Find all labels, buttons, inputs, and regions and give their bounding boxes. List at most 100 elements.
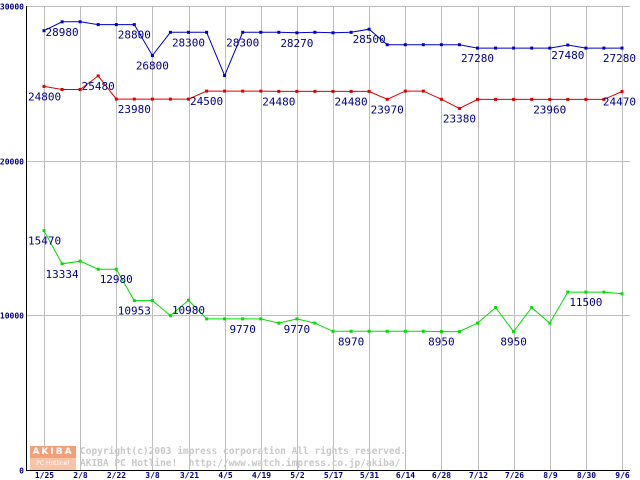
- data-point: [96, 74, 100, 78]
- data-point: [223, 74, 227, 78]
- x-tick-label: 9/6: [615, 471, 630, 480]
- data-point: [584, 290, 588, 294]
- data-label: 24500: [190, 95, 223, 108]
- y-tick-label: 0: [19, 467, 24, 476]
- data-point: [241, 317, 245, 321]
- x-tick-label: 3/21: [180, 471, 199, 480]
- data-point: [259, 30, 263, 34]
- data-point: [457, 43, 461, 47]
- x-tick-label: 8/30: [577, 471, 596, 480]
- data-point: [331, 31, 335, 35]
- x-tick-label: 5/17: [324, 471, 343, 480]
- data-label: 23970: [371, 103, 404, 116]
- data-point: [277, 30, 281, 34]
- data-point: [602, 290, 606, 294]
- data-point: [620, 46, 624, 50]
- akiba-logo: AKIBA PC Hotline!: [30, 446, 76, 470]
- x-tick-label: 2/22: [107, 471, 126, 480]
- data-point: [205, 30, 209, 34]
- data-label: 8950: [428, 336, 455, 349]
- data-label: 28980: [46, 26, 79, 39]
- data-point: [78, 20, 82, 24]
- data-point: [349, 89, 353, 93]
- data-point: [349, 329, 353, 333]
- data-label: 11500: [569, 296, 602, 309]
- data-point: [223, 89, 227, 93]
- data-point: [385, 43, 389, 47]
- data-point: [295, 31, 299, 35]
- data-label: 26800: [136, 60, 169, 73]
- data-point: [313, 30, 317, 34]
- data-point: [403, 329, 407, 333]
- data-label: 10980: [172, 304, 205, 317]
- chart-grid: [26, 6, 630, 471]
- data-label: 28300: [172, 36, 205, 49]
- x-tick-label: 6/28: [432, 471, 451, 480]
- x-tick-label: 4/5: [218, 471, 233, 480]
- data-point: [295, 317, 299, 321]
- data-point: [132, 97, 136, 101]
- data-label: 24480: [335, 95, 368, 108]
- data-point: [512, 330, 516, 334]
- data-label: 10953: [118, 305, 151, 318]
- data-label: 8950: [500, 336, 527, 349]
- data-label: 27280: [461, 52, 494, 65]
- data-point: [620, 292, 624, 296]
- data-point: [530, 306, 534, 310]
- data-label: 24800: [28, 90, 61, 103]
- data-point: [367, 89, 371, 93]
- data-point: [403, 43, 407, 47]
- y-tick-label: 10000: [0, 312, 24, 321]
- data-label: 27280: [603, 52, 636, 65]
- data-point: [584, 46, 588, 50]
- data-point: [96, 23, 100, 27]
- data-label: 28500: [353, 33, 386, 46]
- data-point: [494, 306, 498, 310]
- data-point: [421, 43, 425, 47]
- data-point: [150, 97, 154, 101]
- data-point: [96, 267, 100, 271]
- x-tick-label: 7/12: [469, 471, 488, 480]
- logo-text-hotline: PC Hotline!: [30, 458, 76, 470]
- data-point: [331, 89, 335, 93]
- data-point: [439, 97, 443, 101]
- copyright-line-2: AKIBA PC Hotline! http://www.watch.impre…: [80, 458, 401, 469]
- data-point: [223, 317, 227, 321]
- data-point: [60, 20, 64, 24]
- data-point: [602, 97, 606, 101]
- data-point: [187, 30, 190, 34]
- data-point: [457, 330, 461, 334]
- x-tick-label: 5/2: [290, 471, 305, 480]
- data-point: [259, 89, 263, 93]
- data-point: [132, 299, 136, 303]
- data-point: [42, 29, 46, 33]
- data-point: [114, 23, 118, 27]
- data-point: [548, 97, 552, 101]
- data-point: [385, 97, 389, 101]
- data-point: [313, 321, 317, 325]
- data-point: [205, 89, 209, 93]
- logo-text-akiba: AKIBA: [30, 446, 76, 458]
- data-point: [42, 229, 46, 233]
- data-point: [295, 89, 299, 93]
- data-point: [494, 97, 498, 101]
- x-tick-label: 4/19: [252, 471, 271, 480]
- data-point: [439, 43, 443, 47]
- data-label: 13334: [46, 268, 79, 281]
- data-point: [367, 329, 371, 333]
- x-tick-label: 2/8: [73, 471, 88, 480]
- data-label: 23960: [533, 103, 566, 116]
- x-tick-label: 8/9: [543, 471, 558, 480]
- data-point: [277, 89, 281, 93]
- data-point: [584, 97, 588, 101]
- data-point: [78, 259, 82, 263]
- data-label: 28800: [118, 29, 151, 42]
- data-point: [168, 314, 172, 318]
- data-point: [168, 97, 172, 101]
- data-point: [187, 97, 190, 101]
- data-point: [566, 43, 570, 47]
- data-point: [114, 267, 118, 271]
- data-point: [548, 46, 552, 50]
